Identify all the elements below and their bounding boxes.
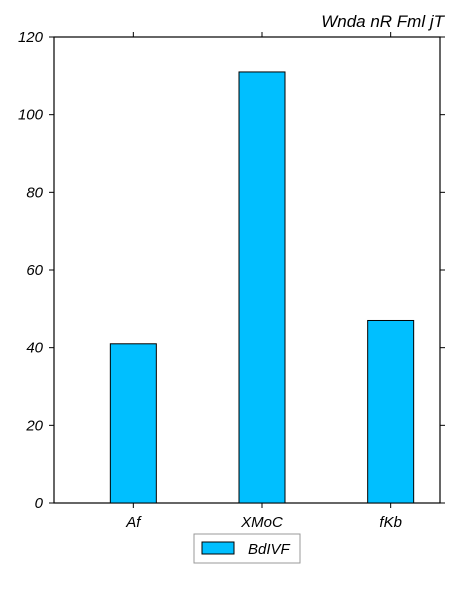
bar	[367, 319, 415, 504]
y-tick-label: 20	[25, 417, 43, 434]
legend: BdIVF	[193, 533, 301, 564]
y-tick-label: 0	[35, 495, 44, 512]
y-tick-label: 120	[18, 29, 44, 46]
y-tick-label: 40	[26, 340, 43, 357]
y-axis: 0 20 40 60 80 100 120	[18, 29, 445, 512]
y-tick-label: 60	[26, 262, 43, 279]
bar	[109, 343, 157, 504]
x-tick-label: fKb	[379, 514, 402, 531]
bar	[238, 71, 286, 504]
bar-series	[109, 71, 415, 504]
chart-title: Wnda nR Fml jT	[321, 12, 445, 31]
y-tick-label: 100	[18, 107, 44, 124]
x-tick-label: XMoC	[240, 514, 283, 531]
legend-swatch	[201, 541, 235, 555]
x-axis: Af XMoC fKb	[125, 32, 402, 531]
x-tick-label: Af	[125, 514, 142, 531]
legend-label: BdIVF	[248, 541, 291, 558]
y-tick-label: 80	[26, 184, 43, 201]
